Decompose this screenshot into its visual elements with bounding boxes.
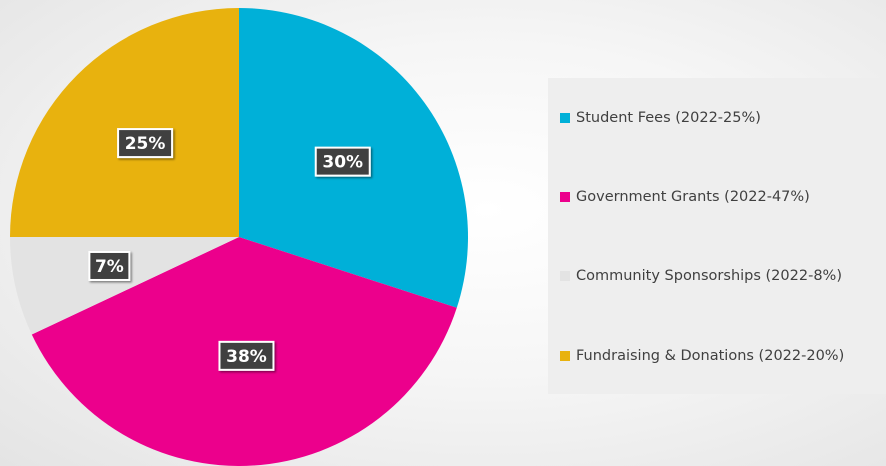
legend-label: Fundraising & Donations (2022-20%) bbox=[576, 348, 845, 364]
data-label-box bbox=[117, 128, 174, 159]
legend: Student Fees (2022-25%) Government Grant… bbox=[548, 78, 886, 394]
slice-fundraising-donations bbox=[10, 8, 239, 237]
legend-item-fundraising-donations: Fundraising & Donations (2022-20%) bbox=[560, 348, 844, 364]
data-label-text: 7% bbox=[95, 257, 124, 277]
data-label-box bbox=[218, 340, 275, 371]
data-label-text: 25% bbox=[125, 134, 166, 154]
slice-community-sponsorships bbox=[10, 237, 239, 335]
data-label: 7% bbox=[88, 250, 131, 281]
legend-item-community-sponsorships: Community Sponsorships (2022-8%) bbox=[560, 268, 842, 284]
legend-item-government-grants: Government Grants (2022-47%) bbox=[560, 189, 810, 205]
legend-item-student-fees: Student Fees (2022-25%) bbox=[560, 110, 761, 126]
legend-swatch bbox=[560, 271, 570, 281]
legend-label: Government Grants (2022-47%) bbox=[576, 189, 810, 205]
data-label-box bbox=[314, 146, 371, 177]
legend-label: Community Sponsorships (2022-8%) bbox=[576, 268, 842, 284]
data-label-text: 30% bbox=[322, 153, 363, 173]
data-label: 30% bbox=[314, 146, 371, 177]
legend-swatch bbox=[560, 351, 570, 361]
legend-swatch bbox=[560, 113, 570, 123]
legend-swatch bbox=[560, 192, 570, 202]
data-label-box bbox=[88, 250, 131, 281]
data-label: 38% bbox=[218, 340, 275, 371]
data-label: 25% bbox=[117, 128, 174, 159]
legend-label: Student Fees (2022-25%) bbox=[576, 110, 761, 126]
data-label-text: 38% bbox=[226, 347, 267, 367]
